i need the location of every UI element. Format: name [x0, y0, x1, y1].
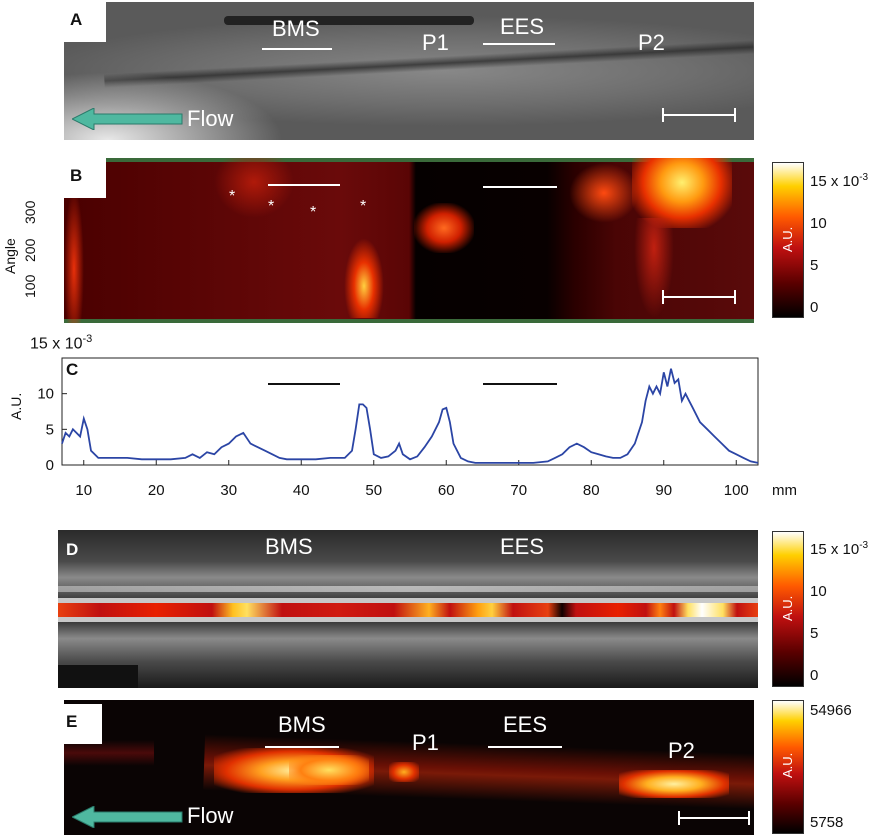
panel-c-xtick-label: 30: [220, 482, 237, 499]
panel-e-flow-label: Flow: [187, 803, 234, 828]
panel-b-ytick-100: 100: [22, 274, 38, 298]
panel-a-ees-line: [483, 43, 555, 45]
panel-c-plot-frame: [61, 357, 759, 466]
panel-d-cb-tick-0: 0: [810, 667, 819, 684]
panel-d-ees-label: EES: [500, 534, 545, 559]
panel-d-intensity-strip: [58, 603, 758, 617]
panel-b-scale-bar: [662, 290, 736, 304]
panel-c-bms-line: [268, 383, 340, 385]
panel-e-ees-label: EES: [503, 712, 548, 737]
panel-c-xtick-label: 40: [293, 482, 310, 499]
panel-e-bms-label: BMS: [278, 712, 326, 737]
panel-a-ees-label: EES: [500, 14, 545, 39]
panel-b-ees-line: [483, 186, 557, 188]
panel-e-cb-tick-max: 54966: [810, 702, 852, 719]
panel-b-bms-line: [268, 184, 340, 186]
panel-c-chart: 0 5 10 10 20 30 40 50 60 70 80 90 100 mm: [37, 357, 797, 499]
panel-b-asterisk-4: *: [360, 198, 367, 215]
panel-e-bms-line: [265, 746, 339, 748]
panel-c-xtick-label: 90: [655, 482, 672, 499]
catheter-marker: [224, 16, 474, 25]
panel-e-flow-arrow-icon: [70, 805, 184, 833]
panel-a-letter: A: [64, 2, 106, 42]
bright-region: [64, 72, 284, 140]
panel-e-scale-bar: [678, 811, 750, 825]
panel-e-p2-label: P2: [668, 738, 695, 763]
panel-c-xtick-label: 80: [583, 482, 600, 499]
panel-c-xtick-label: 60: [438, 482, 455, 499]
panel-b-ytick-200: 200: [22, 238, 38, 262]
panel-c-letter: C: [66, 360, 79, 379]
panel-d-letter: D: [66, 540, 79, 559]
panel-e-colorbar-unit: A.U.: [780, 752, 795, 778]
panel-b-ytick-300: 300: [22, 200, 38, 224]
panel-b-cb-tick-10: 10: [810, 215, 827, 232]
panel-b-heatmap: [64, 158, 754, 323]
panel-c-xtick-label: 100: [724, 482, 749, 499]
panel-c-ytick-label: 0: [46, 457, 54, 474]
panel-e-cb-tick-min: 5758: [810, 814, 844, 831]
panel-a-scale-bar: [662, 108, 736, 122]
panel-a-bms-line: [262, 48, 332, 50]
panel-b-asterisk-3: *: [310, 204, 317, 221]
flow-arrow-icon: [70, 107, 184, 135]
panel-d-oct-image: [58, 530, 758, 688]
panel-a-flow-label: Flow: [187, 106, 234, 131]
panel-c-ees-line: [483, 383, 557, 385]
panel-c-ytick-label: 5: [46, 421, 54, 438]
panel-e-letter: E: [60, 704, 102, 744]
panel-c-xtick-label: 50: [365, 482, 382, 499]
panel-e-colorbar: [772, 700, 804, 834]
panel-a-p2-label: P2: [638, 30, 665, 55]
panel-d-cb-tick-5: 5: [810, 625, 819, 642]
panel-b-cb-tick-5: 5: [810, 257, 819, 274]
panel-c-xlabel: mm: [772, 482, 797, 499]
panel-b-asterisk-1: *: [229, 188, 236, 205]
panel-b-cb-tick-0: 0: [810, 299, 819, 316]
panel-c-series-line: [61, 368, 759, 464]
panel-c-xtick-label: 70: [510, 482, 527, 499]
panel-c-xtick-label: 10: [75, 482, 92, 499]
panel-b-asterisk-2: *: [268, 198, 275, 215]
panel-a-bms-label: BMS: [272, 16, 320, 41]
panel-c-xtick-label: 20: [148, 482, 165, 499]
panel-c-ytick-label: 10: [37, 386, 54, 403]
panel-d-colorbar-unit: A.U.: [780, 595, 795, 621]
panel-a-p1-label: P1: [422, 30, 449, 55]
panel-d-colorbar: [772, 531, 804, 687]
panel-d-cb-tick-10: 10: [810, 583, 827, 600]
panel-b-cb-tick-15: 15 x 10-3: [810, 172, 869, 190]
panel-b-ylabel: Angle: [2, 238, 18, 274]
panel-b-letter: B: [64, 158, 106, 198]
panel-c-exponent-label: 15 x 10-3: [30, 333, 93, 353]
panel-b-colorbar: [772, 162, 804, 318]
panel-d-cb-tick-15: 15 x 10-3: [810, 540, 869, 558]
panel-b-colorbar-unit: A.U.: [780, 226, 795, 252]
panel-e-ees-line: [488, 746, 562, 748]
panel-d-bms-label: BMS: [265, 534, 313, 559]
panel-e-p1-label: P1: [412, 730, 439, 755]
